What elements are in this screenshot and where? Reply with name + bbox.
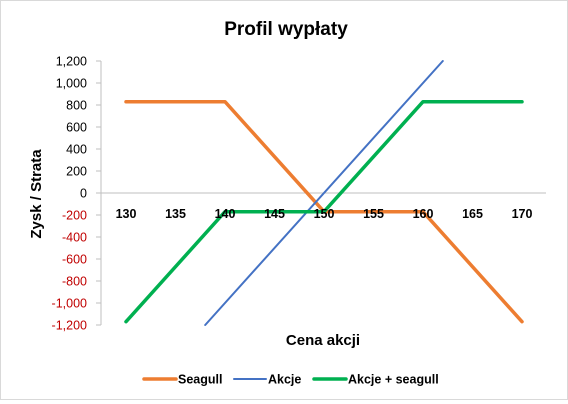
axes [96,60,546,326]
y-tick-label: 1,000 [56,77,87,91]
legend-label: Seagull [178,373,222,387]
y-tick-label: 1,200 [56,55,87,69]
y-tick-label: -1,000 [52,297,87,311]
x-tick-label: 140 [215,207,236,221]
x-tick-label: 150 [314,207,335,221]
y-tick-label: -600 [62,253,87,267]
series-line-akcje [204,60,444,326]
series-lines [124,60,524,326]
x-axis-title: Cena akcji [286,332,360,349]
x-tick-label: 170 [512,207,533,221]
legend-label: Akcje + seagull [348,373,439,387]
x-tick-labels: 130 135 140 145 150 155 160 165 170 [116,207,533,221]
y-tick-label: 0 [80,187,87,201]
y-tick-label: 400 [66,143,87,157]
legend-item: Akcje + seagull [312,373,439,387]
series-line-akcje-seagull [124,99,524,324]
legend-item: Akcje [233,373,301,387]
y-tick-label: -400 [62,231,87,245]
y-tick-label: -200 [62,209,87,223]
legend-label: Akcje [268,373,301,387]
x-tick-label: 130 [116,207,137,221]
x-tick-label: 160 [413,207,434,221]
x-tick-label: 155 [363,207,384,221]
x-tick-label: 135 [165,207,186,221]
legend-item: Seagull [142,373,222,387]
chart-title: Profil wypłaty [224,19,348,40]
y-axis-title: Zysk / Strata [28,149,45,239]
y-tick-label: -800 [62,275,87,289]
y-tick-label: 600 [66,121,87,135]
y-tick-label: 800 [66,99,87,113]
y-tick-label: -1,200 [52,319,87,333]
x-tick-label: 145 [264,207,285,221]
y-tick-label: 200 [66,165,87,179]
y-tick-labels: 1,200 1,000 800 600 400 200 0 -200 -400 -600 -800 -… [52,55,88,333]
legend: Seagull Akcje Akcje + seagull [142,373,439,387]
x-tick-label: 165 [462,207,483,221]
